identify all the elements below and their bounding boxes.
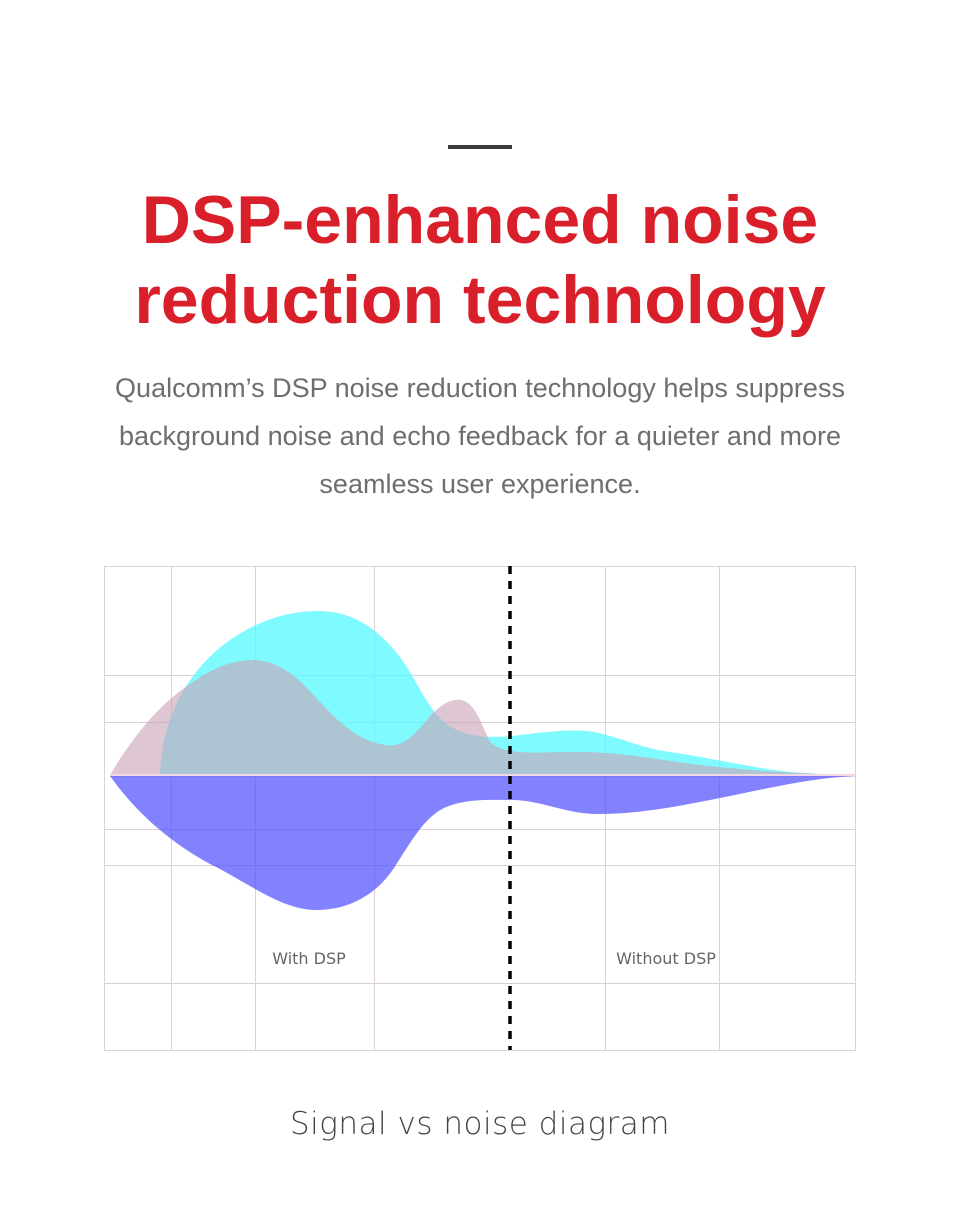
signal-wave-pink xyxy=(110,660,855,775)
label-with-dsp: With DSP xyxy=(272,949,346,968)
page-title: DSP-enhanced noise reduction technology xyxy=(134,182,826,338)
title-divider xyxy=(448,145,512,149)
page-description: Qualcomm’s DSP noise reduction technolog… xyxy=(115,373,845,499)
label-without-dsp: Without DSP xyxy=(616,949,716,968)
noise-wave-blue xyxy=(110,776,855,910)
grid-frame xyxy=(104,566,856,1051)
diagram-caption: Signal vs noise diagram xyxy=(290,1106,670,1142)
